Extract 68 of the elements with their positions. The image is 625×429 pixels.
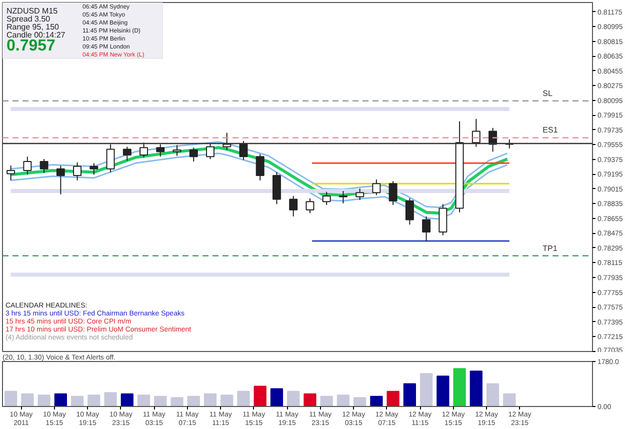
candlestick xyxy=(472,118,480,148)
candlestick xyxy=(40,158,48,174)
bar xyxy=(354,397,366,406)
candlestick xyxy=(122,146,132,162)
bar xyxy=(420,373,433,406)
candlestick xyxy=(388,180,398,206)
bar xyxy=(436,376,450,406)
bar xyxy=(386,390,400,406)
candlestick xyxy=(372,179,381,196)
candlestick xyxy=(222,132,232,151)
bar xyxy=(287,390,300,406)
bar xyxy=(304,393,316,406)
candlestick xyxy=(23,156,32,176)
annotation: Candle 00:14:27 xyxy=(6,30,66,40)
bar xyxy=(320,396,333,406)
bar xyxy=(170,397,184,406)
candlestick xyxy=(256,154,264,181)
bar xyxy=(88,394,100,406)
bar xyxy=(154,396,167,406)
candlestick xyxy=(356,188,364,201)
candlestick xyxy=(172,144,182,156)
bar xyxy=(137,394,150,406)
ref-line-label: ES1 xyxy=(542,126,558,135)
annotation: NZDUSD M15 xyxy=(6,6,58,16)
candlestick xyxy=(90,162,98,176)
bar xyxy=(104,392,117,406)
bar xyxy=(453,368,466,406)
bar xyxy=(204,393,217,406)
candlestick xyxy=(73,162,82,181)
candlestick xyxy=(6,165,16,181)
candlestick xyxy=(338,190,348,204)
candlestick xyxy=(272,172,281,205)
ref-line-label: TP1 xyxy=(542,244,558,253)
candlestick xyxy=(405,198,414,226)
bar xyxy=(237,390,250,406)
bar xyxy=(503,393,516,406)
ref-line-label: SL xyxy=(542,88,553,98)
bar xyxy=(486,383,500,406)
bar xyxy=(187,396,200,406)
candlestick xyxy=(156,144,165,158)
candlestick xyxy=(189,147,198,162)
candlestick xyxy=(306,198,314,214)
bar xyxy=(254,386,266,406)
bar xyxy=(54,393,67,406)
annotation: Range 95, 150 xyxy=(6,22,60,32)
bar xyxy=(4,390,18,406)
bar xyxy=(370,396,383,406)
bar xyxy=(70,396,84,406)
bar xyxy=(38,394,50,406)
line-series xyxy=(10,141,508,208)
bar xyxy=(270,388,284,406)
bar xyxy=(21,393,34,406)
candlestick xyxy=(422,216,431,242)
candlestick xyxy=(239,140,248,160)
candlestick xyxy=(289,195,298,217)
candlestick xyxy=(438,204,448,236)
candlestick xyxy=(140,142,148,158)
annotation: Spread 3.50 xyxy=(6,14,51,24)
candlestick xyxy=(106,144,115,173)
bar xyxy=(403,383,416,406)
bar xyxy=(220,394,234,406)
candlestick xyxy=(322,191,331,206)
annotation: 0.7957 xyxy=(6,38,56,54)
candlestick xyxy=(206,142,214,160)
candlestick xyxy=(56,165,65,195)
bar xyxy=(336,394,350,406)
bar xyxy=(120,393,134,406)
bar xyxy=(470,370,482,406)
